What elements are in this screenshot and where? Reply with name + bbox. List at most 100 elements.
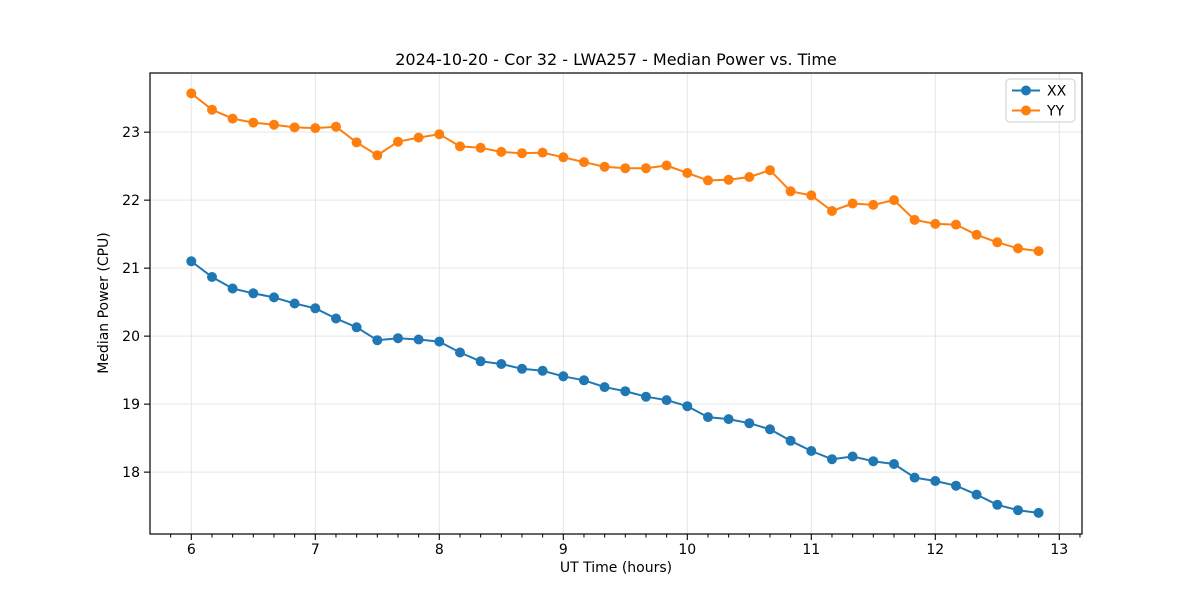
series-YY-marker xyxy=(682,168,693,178)
series-YY-marker xyxy=(351,137,362,148)
series-YY-marker xyxy=(744,172,755,182)
series-XX-marker xyxy=(992,499,1003,510)
series-XX-marker xyxy=(331,313,341,324)
x-tick-label: 11 xyxy=(802,542,820,558)
series-YY-marker xyxy=(806,190,817,201)
series-YY-marker xyxy=(868,199,879,210)
series-XX-marker xyxy=(765,424,775,435)
series-YY-line xyxy=(190,92,1039,253)
series-YY-marker xyxy=(620,163,631,174)
chart-title: 2024-10-20 - Cor 32 - LWA257 - Median Po… xyxy=(395,50,837,69)
series-XX-marker xyxy=(496,359,507,369)
series-XX-marker xyxy=(1033,507,1044,518)
y-axis-label: Median Power (CPU) xyxy=(96,232,112,374)
series-XX-marker xyxy=(269,292,279,303)
series-XX-marker xyxy=(558,371,569,382)
x-tick-label: 12 xyxy=(926,542,944,558)
series-XX-marker xyxy=(434,336,445,347)
series-XX-marker xyxy=(744,418,755,429)
series-XX-marker xyxy=(641,391,651,402)
series-XX-marker xyxy=(455,347,465,358)
series-YY-marker xyxy=(930,218,941,229)
legend-marker-YY xyxy=(1021,105,1031,116)
x-axis-label: UT Time (hours) xyxy=(559,560,673,576)
series-XX-marker xyxy=(1013,505,1023,516)
series-XX-marker xyxy=(909,472,920,483)
series-YY-marker xyxy=(227,113,238,124)
y-tick-label: 23 xyxy=(122,125,140,141)
series-YY-marker xyxy=(847,198,858,209)
series-YY-marker xyxy=(703,175,713,186)
series-YY-marker xyxy=(971,229,982,240)
series-YY-marker xyxy=(1033,246,1044,257)
series-YY-marker xyxy=(186,88,197,99)
series-XX-marker xyxy=(393,333,403,344)
series-XX-marker xyxy=(682,401,693,412)
y-tick-label: 19 xyxy=(122,397,140,413)
series-YY-marker xyxy=(827,206,837,216)
series-XX-marker xyxy=(289,298,300,309)
series-XX-marker xyxy=(248,288,259,299)
y-tick-label: 21 xyxy=(122,261,140,277)
series-XX-marker xyxy=(889,459,899,469)
series-YY-marker xyxy=(434,129,445,140)
series-YY-marker xyxy=(641,163,651,174)
series-XX-marker xyxy=(951,480,961,491)
legend-marker-XX xyxy=(1021,85,1031,96)
series-XX-marker xyxy=(971,489,982,500)
series-XX-marker xyxy=(227,283,238,294)
series-YY-marker xyxy=(661,160,672,171)
series-YY-marker xyxy=(393,136,403,147)
series-YY-marker xyxy=(765,165,775,176)
series-XX-marker xyxy=(785,435,796,446)
series-YY-marker xyxy=(248,117,259,128)
series-YY-marker xyxy=(517,148,527,159)
series-YY-marker xyxy=(785,186,796,197)
series-YY-marker xyxy=(537,147,548,158)
series-XX-marker xyxy=(413,334,424,345)
series-XX-marker xyxy=(599,382,610,393)
series-YY-marker xyxy=(413,132,424,143)
series-XX-marker xyxy=(620,386,631,397)
series-YY-marker xyxy=(269,119,279,130)
series-XX-marker xyxy=(517,363,527,374)
series-YY-marker xyxy=(992,237,1003,248)
series-YY-marker xyxy=(1013,243,1023,254)
series-XX-marker xyxy=(806,446,817,456)
series-YY-marker xyxy=(599,161,610,172)
series-YY-marker xyxy=(372,150,383,161)
y-tick-label: 18 xyxy=(122,465,140,481)
y-tick-label: 20 xyxy=(122,329,140,345)
series-YY-marker xyxy=(331,121,341,132)
series-XX-marker xyxy=(207,272,217,282)
x-tick-label: 7 xyxy=(311,542,320,558)
x-tick-label: 6 xyxy=(187,542,196,558)
series-XX-marker xyxy=(868,456,879,467)
series-XX-marker xyxy=(372,335,383,346)
series-YY-marker xyxy=(455,141,465,152)
series-XX-marker xyxy=(827,454,837,465)
series-XX-marker xyxy=(310,303,321,314)
legend-label-YY: YY xyxy=(1046,104,1065,120)
series-YY-marker xyxy=(889,195,899,206)
series-YY-marker xyxy=(951,219,961,230)
series-YY-marker xyxy=(475,142,486,153)
series-XX-marker xyxy=(537,365,548,376)
series-YY-marker xyxy=(558,152,569,163)
x-tick-label: 13 xyxy=(1050,542,1068,558)
series-XX-marker xyxy=(661,395,672,406)
series-YY-marker xyxy=(310,123,321,134)
series-XX-marker xyxy=(723,414,734,425)
series-YY-marker xyxy=(579,157,589,168)
series-YY-marker xyxy=(909,214,920,225)
legend-label-XX: XX xyxy=(1047,84,1067,100)
series-XX-marker xyxy=(475,356,486,367)
series-XX-marker xyxy=(351,322,362,333)
y-tick-label: 22 xyxy=(122,193,140,209)
series-XX-marker xyxy=(703,412,713,423)
series-YY-marker xyxy=(723,174,734,185)
x-tick-label: 10 xyxy=(678,542,696,558)
x-tick-label: 9 xyxy=(559,542,568,558)
